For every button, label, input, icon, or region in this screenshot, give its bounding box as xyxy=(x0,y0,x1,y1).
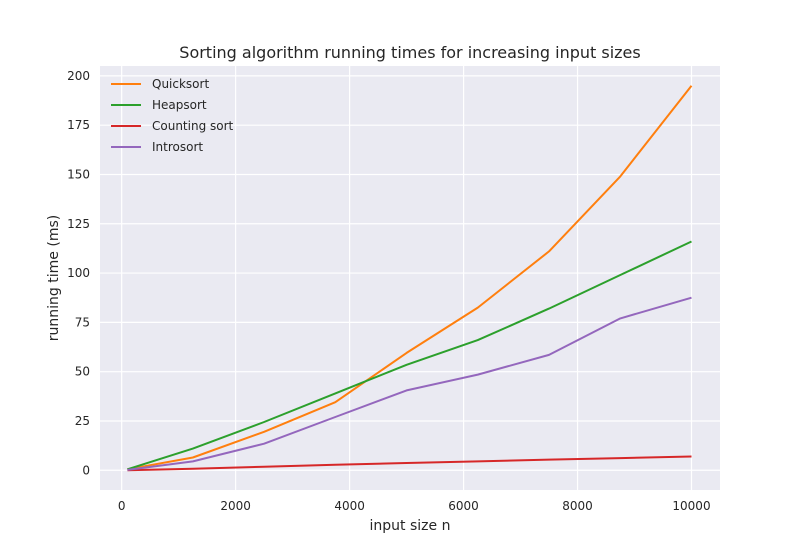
y-tick-label: 75 xyxy=(75,315,90,329)
y-tick-label: 25 xyxy=(75,414,90,428)
series-line-counting-sort xyxy=(127,455,692,472)
x-tick-label: 2000 xyxy=(220,499,251,513)
plot-background xyxy=(100,66,720,490)
x-tick-label: 4000 xyxy=(334,499,365,513)
y-axis-label: running time (ms) xyxy=(46,215,62,341)
y-tick-label: 200 xyxy=(67,69,90,83)
x-axis-label: input size n xyxy=(370,518,451,534)
y-tick-label: 0 xyxy=(82,463,90,477)
chart-title: Sorting algorithm running times for incr… xyxy=(179,43,640,62)
x-tick-label: 10000 xyxy=(672,499,710,513)
legend-label-quicksort: Quicksort xyxy=(152,77,209,91)
series-line-quicksort xyxy=(127,85,693,471)
x-tick-label: 8000 xyxy=(562,499,593,513)
x-tick-label: 0 xyxy=(118,499,126,513)
series-line-heapsort xyxy=(127,240,692,471)
legend-label-heapsort: Heapsort xyxy=(152,98,207,112)
series-line-introsort xyxy=(127,296,692,471)
y-tick-label: 150 xyxy=(67,167,90,181)
legend-label-introsort: Introsort xyxy=(152,140,203,154)
grid-lines xyxy=(100,66,720,490)
y-tick-label: 100 xyxy=(67,266,90,280)
legend: Quicksort Heapsort Counting sort Introsort xyxy=(111,77,234,154)
y-tick-label: 50 xyxy=(75,365,90,379)
legend-label-counting-sort: Counting sort xyxy=(152,119,234,133)
y-tick-label: 175 xyxy=(67,118,90,132)
series-lines xyxy=(127,85,693,472)
y-tick-label: 125 xyxy=(67,217,90,231)
x-tick-label: 6000 xyxy=(448,499,479,513)
tick-labels: 0 2000 4000 6000 8000 10000 0 25 50 75 100 125 150 17… xyxy=(67,69,711,513)
